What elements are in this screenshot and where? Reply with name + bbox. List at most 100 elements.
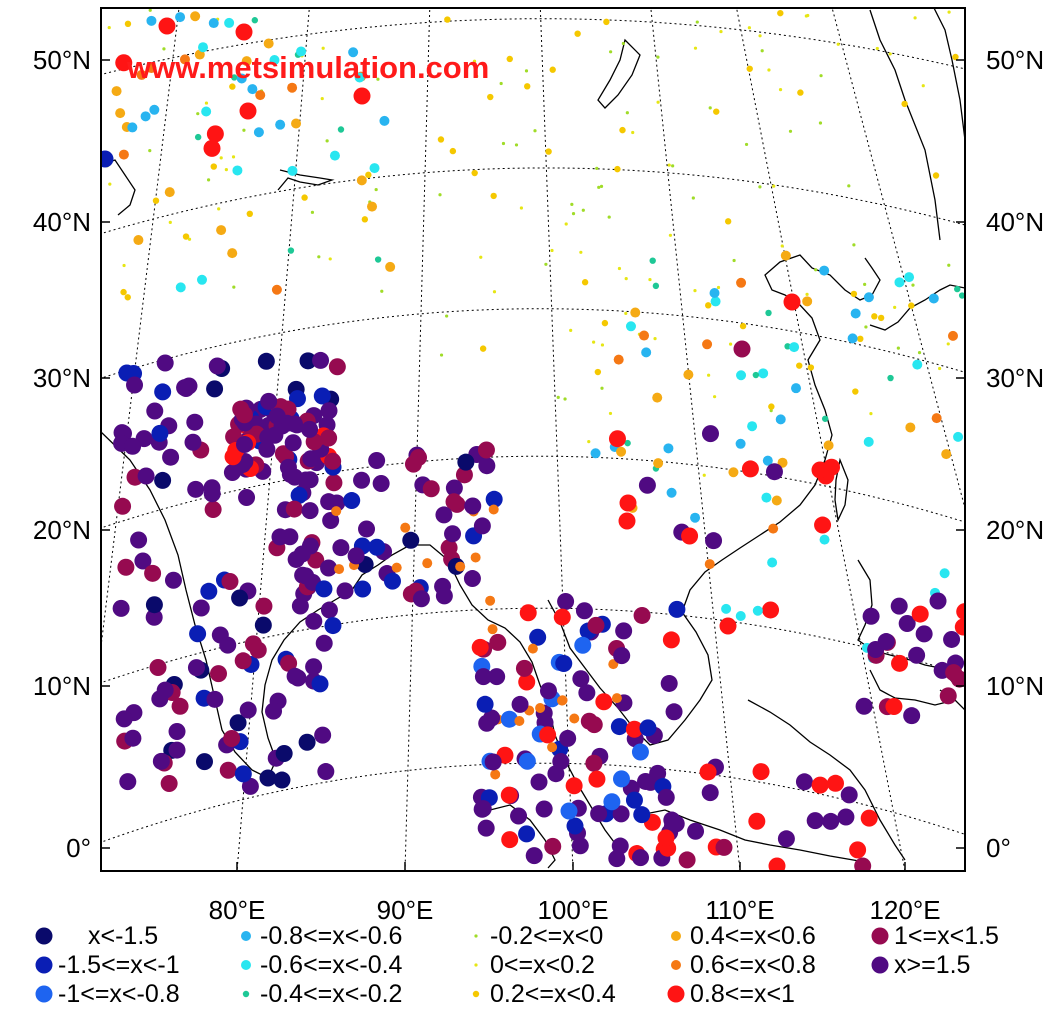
station-dot [762, 455, 773, 466]
station-dot [956, 603, 965, 621]
station-dot [704, 559, 715, 570]
lat-label-10n-right: 10°N [986, 671, 1044, 701]
station-dot [852, 388, 859, 395]
station-dot [476, 695, 494, 713]
lat-label-20n-right: 20°N [986, 515, 1044, 545]
station-dot [506, 55, 513, 63]
lon-label-100e: 100°E [537, 895, 608, 925]
station-dot [145, 596, 163, 614]
station-dot [767, 557, 778, 568]
station-dot [908, 646, 926, 664]
station-dot [624, 439, 631, 447]
station-dot [827, 774, 845, 792]
station-dot [348, 47, 359, 58]
station-dot [752, 763, 770, 781]
station-dot [563, 397, 567, 401]
station-dot [246, 210, 253, 218]
station-dot [162, 448, 180, 466]
station-dot [208, 18, 219, 29]
station-dot [597, 185, 601, 189]
station-dot [555, 655, 573, 673]
station-dot [613, 354, 624, 365]
station-dot [693, 289, 697, 293]
station-dot [545, 148, 552, 155]
station-dot [915, 625, 933, 643]
station-dot [932, 172, 940, 179]
station-dot [144, 564, 162, 582]
station-dot [310, 210, 315, 214]
station-dot [735, 610, 746, 621]
station-dot [380, 289, 384, 293]
station-dot [488, 668, 506, 686]
watermark: www.metsimulation.com [126, 50, 489, 85]
station-dot [290, 486, 308, 504]
station-dot [320, 559, 338, 577]
legend-marker [472, 990, 480, 998]
station-dot [560, 802, 578, 820]
station-dot [175, 282, 186, 293]
station-dot [652, 282, 660, 290]
station-dot [840, 786, 858, 804]
station-dot [618, 512, 636, 530]
station-dot [353, 87, 371, 105]
station-dot [114, 497, 132, 515]
station-dot [624, 277, 628, 281]
station-dot [203, 485, 221, 503]
station-dot [175, 12, 186, 23]
station-dot [232, 285, 236, 289]
station-dot [701, 784, 719, 802]
station-dot [307, 551, 325, 569]
station-dot [771, 495, 782, 506]
station-dot [115, 54, 133, 72]
station-dot [775, 414, 786, 425]
station-dot [287, 247, 295, 254]
station-dot [890, 597, 908, 615]
station-dot [356, 175, 367, 186]
station-dot [819, 74, 823, 78]
station-dot [550, 248, 554, 253]
legend-label: -0.6<=x<-0.4 [260, 951, 403, 979]
station-dot [124, 294, 131, 301]
station-dot [204, 101, 209, 105]
station-dot [239, 701, 257, 719]
station-dot [564, 222, 568, 226]
station-dot [701, 425, 719, 443]
station-dot [305, 658, 323, 676]
station-dot [600, 343, 605, 347]
station-dot [149, 104, 160, 115]
station-dot [477, 441, 495, 459]
station-dot [780, 250, 791, 261]
station-dot [905, 422, 916, 433]
station-dot [931, 413, 942, 424]
station-dot [850, 290, 858, 298]
station-dot [234, 652, 252, 670]
station-dot [317, 763, 335, 781]
station-dot [312, 351, 330, 369]
station-dot [343, 492, 361, 510]
lat-label-50n: 50°N [33, 45, 91, 75]
station-dot [818, 121, 823, 125]
station-dot [219, 761, 237, 779]
station-dot [328, 494, 346, 512]
station-dot [566, 817, 584, 835]
station-dot [693, 46, 698, 50]
station-dot [358, 520, 376, 538]
station-dot [154, 383, 172, 401]
station-dot [864, 325, 868, 329]
station-dot [126, 376, 144, 394]
station-dot [772, 184, 776, 188]
station-dot [479, 345, 487, 352]
station-dot [641, 347, 652, 358]
station-dot [478, 457, 496, 475]
station-dot [783, 293, 801, 311]
station-dot [501, 831, 519, 849]
station-dot [118, 149, 129, 160]
station-dot [581, 279, 589, 286]
station-dot [474, 668, 492, 686]
station-dot [372, 474, 390, 492]
station-dot [615, 622, 633, 640]
station-dot [489, 633, 507, 651]
station-dot [328, 257, 332, 261]
station-dot [518, 673, 536, 691]
